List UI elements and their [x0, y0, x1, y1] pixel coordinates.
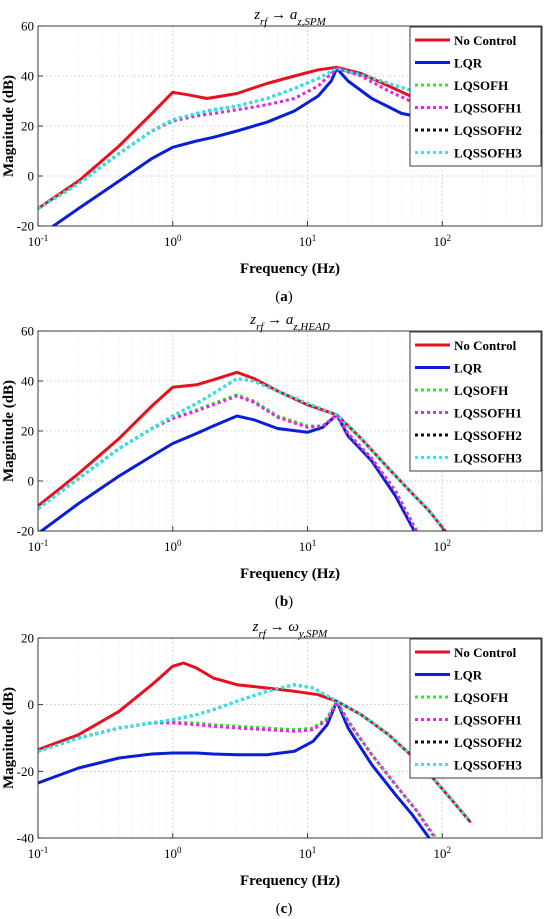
- legend-entry-label: LQSSOFH3: [454, 758, 522, 773]
- x-tick-label: 100: [164, 233, 182, 249]
- x-axis-label: Frequency (Hz): [240, 261, 340, 277]
- legend-entry-label: LQSSOFH1: [454, 713, 522, 728]
- series-line-lqr: [38, 699, 431, 838]
- panel-label: (c): [276, 901, 293, 917]
- x-tick-label: 102: [433, 538, 451, 554]
- y-tick-label: 40: [21, 374, 34, 389]
- y-tick-label: -20: [17, 219, 34, 234]
- chart-panel-2: 10-1 100 101 102 -20 0 20 40 60 zrf → az,HEAD Freq…: [1, 312, 543, 610]
- legend-entry-label: LQSSOFH1: [454, 406, 522, 421]
- y-tick-label: 20: [21, 119, 34, 134]
- legend-entry-label: LQSOFH: [454, 690, 508, 705]
- y-tick-label: 0: [28, 169, 35, 184]
- x-tick-label: 102: [433, 233, 451, 249]
- legend-entry-label: LQSSOFH2: [454, 428, 522, 443]
- chart-title: zrf → az,SPM: [253, 7, 326, 28]
- legend-entry-label: LQR: [454, 668, 483, 683]
- x-axis-label: Frequency (Hz): [240, 566, 340, 582]
- x-tick-label: 10-1: [28, 538, 49, 554]
- legend-entry-label: LQR: [454, 56, 483, 71]
- series-line-no-control: [38, 370, 447, 531]
- legend-entry-label: LQSSOFH3: [454, 146, 522, 161]
- x-tick-label: 100: [164, 538, 182, 554]
- series-line-lqr: [38, 413, 416, 531]
- x-tick-label: 10-1: [28, 845, 49, 861]
- x-tick-label: 10-1: [28, 233, 49, 249]
- series-line-lqssofh1: [38, 67, 542, 210]
- legend-box: [409, 331, 542, 472]
- legend: No Control LQR LQSOFH LQSSOFH1 LQSSOFH2 LQSSO…: [409, 638, 542, 779]
- y-tick-label: 0: [28, 474, 35, 489]
- legend-entry-label: LQR: [454, 361, 483, 376]
- series-line-lqr: [51, 67, 542, 226]
- x-axis-label: Frequency (Hz): [240, 873, 340, 889]
- legend: No Control LQR LQSOFH LQSSOFH1 LQSSOFH2 LQSSO…: [409, 26, 542, 167]
- legend-entry-label: LQSOFH: [454, 78, 508, 93]
- legend-entry-label: LQSSOFH3: [454, 451, 522, 466]
- legend-entry-label: LQSSOFH2: [454, 123, 522, 138]
- x-tick-label: 102: [433, 845, 451, 861]
- y-axis-label: Magnitude (dB): [1, 687, 17, 789]
- chart-panel-3: 10-1 100 101 102 -40 -20 0 20 zrf → ωy,SPM Freque…: [1, 619, 543, 917]
- legend-entry-label: No Control: [454, 338, 517, 353]
- y-tick-label: 0: [28, 697, 35, 712]
- series-line-lqssofh1: [38, 699, 437, 838]
- legend: No Control LQR LQSOFH LQSSOFH1 LQSSOFH2 LQSSO…: [409, 331, 542, 472]
- y-tick-label: 20: [21, 424, 34, 439]
- y-tick-label: -20: [17, 764, 34, 779]
- y-axis-label: Magnitude (dB): [1, 380, 17, 482]
- legend-entry-label: LQSSOFH2: [454, 735, 522, 750]
- y-tick-label: 20: [21, 631, 34, 646]
- legend-box: [409, 638, 542, 779]
- plot-frame: [37, 637, 543, 839]
- series-line-lqsofh: [38, 699, 438, 838]
- chart-title: zrf → ωy,SPM: [252, 619, 329, 640]
- chart-panel-1: 10-1 100 101 102 -20 0 20 40 60 zrf → az,SPM Frequ…: [1, 7, 543, 305]
- legend-box: [409, 26, 542, 167]
- legend-entry-label: No Control: [454, 33, 517, 48]
- series-group: [38, 661, 472, 838]
- chart-title: zrf → az,HEAD: [249, 312, 330, 333]
- legend-entry-label: LQSSOFH1: [454, 101, 522, 116]
- x-tick-label: 101: [299, 845, 317, 861]
- y-tick-label: 60: [21, 19, 34, 34]
- y-tick-label: -40: [17, 831, 34, 846]
- panel-label: (b): [275, 594, 293, 610]
- x-tick-label: 101: [299, 233, 317, 249]
- y-tick-label: -20: [17, 524, 34, 539]
- y-axis-label: Magnitude (dB): [1, 75, 17, 177]
- x-tick-label: 101: [299, 538, 317, 554]
- legend-entry-label: No Control: [454, 645, 517, 660]
- panel-label: (a): [275, 289, 293, 305]
- series-line-lqssofh3: [38, 377, 447, 531]
- legend-entry-label: LQSOFH: [454, 383, 508, 398]
- y-tick-label: 60: [21, 324, 34, 339]
- x-tick-label: 100: [164, 845, 182, 861]
- series-group: [38, 370, 447, 531]
- y-tick-label: 40: [21, 69, 34, 84]
